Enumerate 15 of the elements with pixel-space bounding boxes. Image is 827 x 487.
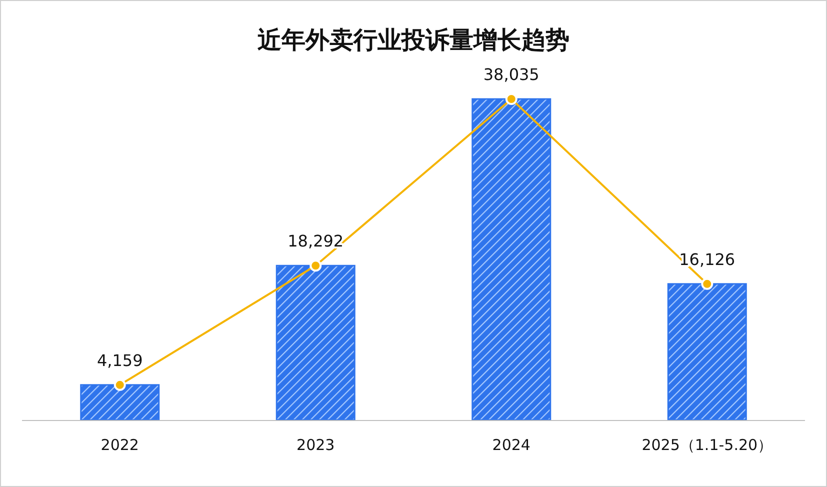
- point: [701, 278, 714, 290]
- data-label: 16,126: [679, 250, 736, 269]
- bar: [276, 264, 356, 421]
- point: [310, 260, 322, 272]
- x-tick-label: 2022: [100, 436, 139, 454]
- data-label: 38,035: [483, 65, 540, 84]
- chart-title: 近年外卖行业投诉量增长趋势: [258, 26, 570, 54]
- bar: [472, 98, 552, 421]
- data-label: 18,292: [288, 232, 344, 251]
- bar: [80, 384, 160, 421]
- x-tick-label: 2024: [492, 436, 530, 454]
- data-label: 4,159: [96, 350, 143, 370]
- bar: [667, 283, 747, 421]
- x-tick-label: 2025（1.1-5.20）: [642, 436, 773, 454]
- x-tick-label: 2023: [296, 436, 335, 454]
